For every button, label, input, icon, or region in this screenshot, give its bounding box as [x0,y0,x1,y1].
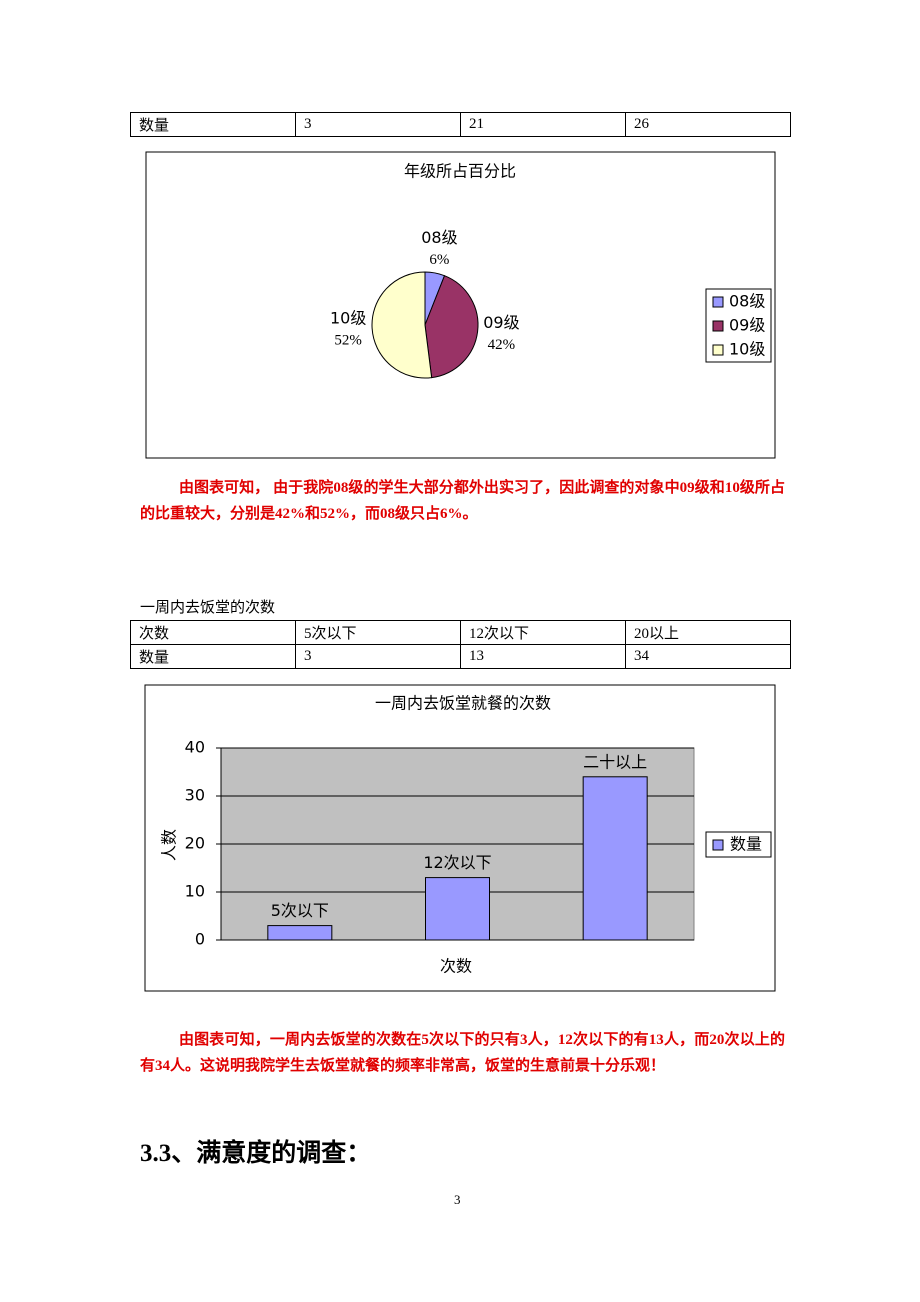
cell: 次数 [130,620,296,645]
slice-value-label: 6% [429,252,449,268]
bar-category-label: 5次以下 [271,901,329,920]
table-caption: 一周内去饭堂的次数 [140,600,276,616]
cell: 5次以下 [295,620,461,645]
legend-swatch [712,296,724,308]
cell: 13 [460,644,626,669]
y-axis-label: 人数 [160,829,179,861]
paragraph: 由图表可知，一周内去饭堂的次数在5次以下的只有3人，12次以下的有13人，而20… [140,1032,785,1074]
y-tick-label: 30 [185,786,205,805]
bar [582,776,648,941]
x-axis-label: 次数 [440,957,472,976]
slice-value-label: 42% [488,337,516,353]
legend-swatch [712,344,724,356]
cell: 数量 [130,644,296,669]
cell: 12次以下 [460,620,626,645]
paragraph: 由图表可知， 由于我院08级的学生大部分都外出实习了，因此调查的对象中09级和1… [140,480,785,522]
cell: 3 [295,644,461,669]
slice-category-label: 09级 [483,313,519,332]
bar-category-label: 二十以上 [583,752,647,771]
table-1: 数量 3 21 26 [130,112,791,137]
y-tick-label: 40 [185,738,205,757]
cell: 21 [460,112,626,137]
chart-title: 一周内去饭堂就餐的次数 [375,694,551,713]
y-tick-label: 0 [195,930,205,949]
bar-category-label: 12次以下 [423,853,491,872]
legend-label: 10级 [729,340,765,359]
page-number: 3 [454,1192,461,1207]
table-2: 次数 5次以下 12次以下 20以上 数量 3 13 34 [130,620,791,669]
pie-slice [371,271,433,379]
y-tick-label: 10 [185,882,205,901]
legend-label: 数量 [730,835,762,854]
pie-slice [424,275,479,379]
cell: 数量 [130,112,296,137]
legend-label: 09级 [729,316,765,335]
bar [425,877,490,941]
cell: 20以上 [625,620,791,645]
cell: 3 [295,112,461,137]
chart-title: 年级所占百分比 [404,162,516,181]
y-tick-label: 20 [185,834,205,853]
cell: 26 [625,112,791,137]
legend-swatch [712,320,724,332]
cell: 34 [625,644,791,669]
slice-category-label: 10级 [330,308,366,327]
bar [267,925,333,941]
slice-value-label: 52% [334,332,362,348]
legend-swatch [712,839,724,851]
section-heading: 3.3、满意度的调查： [140,1140,372,1167]
slice-category-label: 08级 [421,228,457,247]
legend-label: 08级 [729,292,765,311]
